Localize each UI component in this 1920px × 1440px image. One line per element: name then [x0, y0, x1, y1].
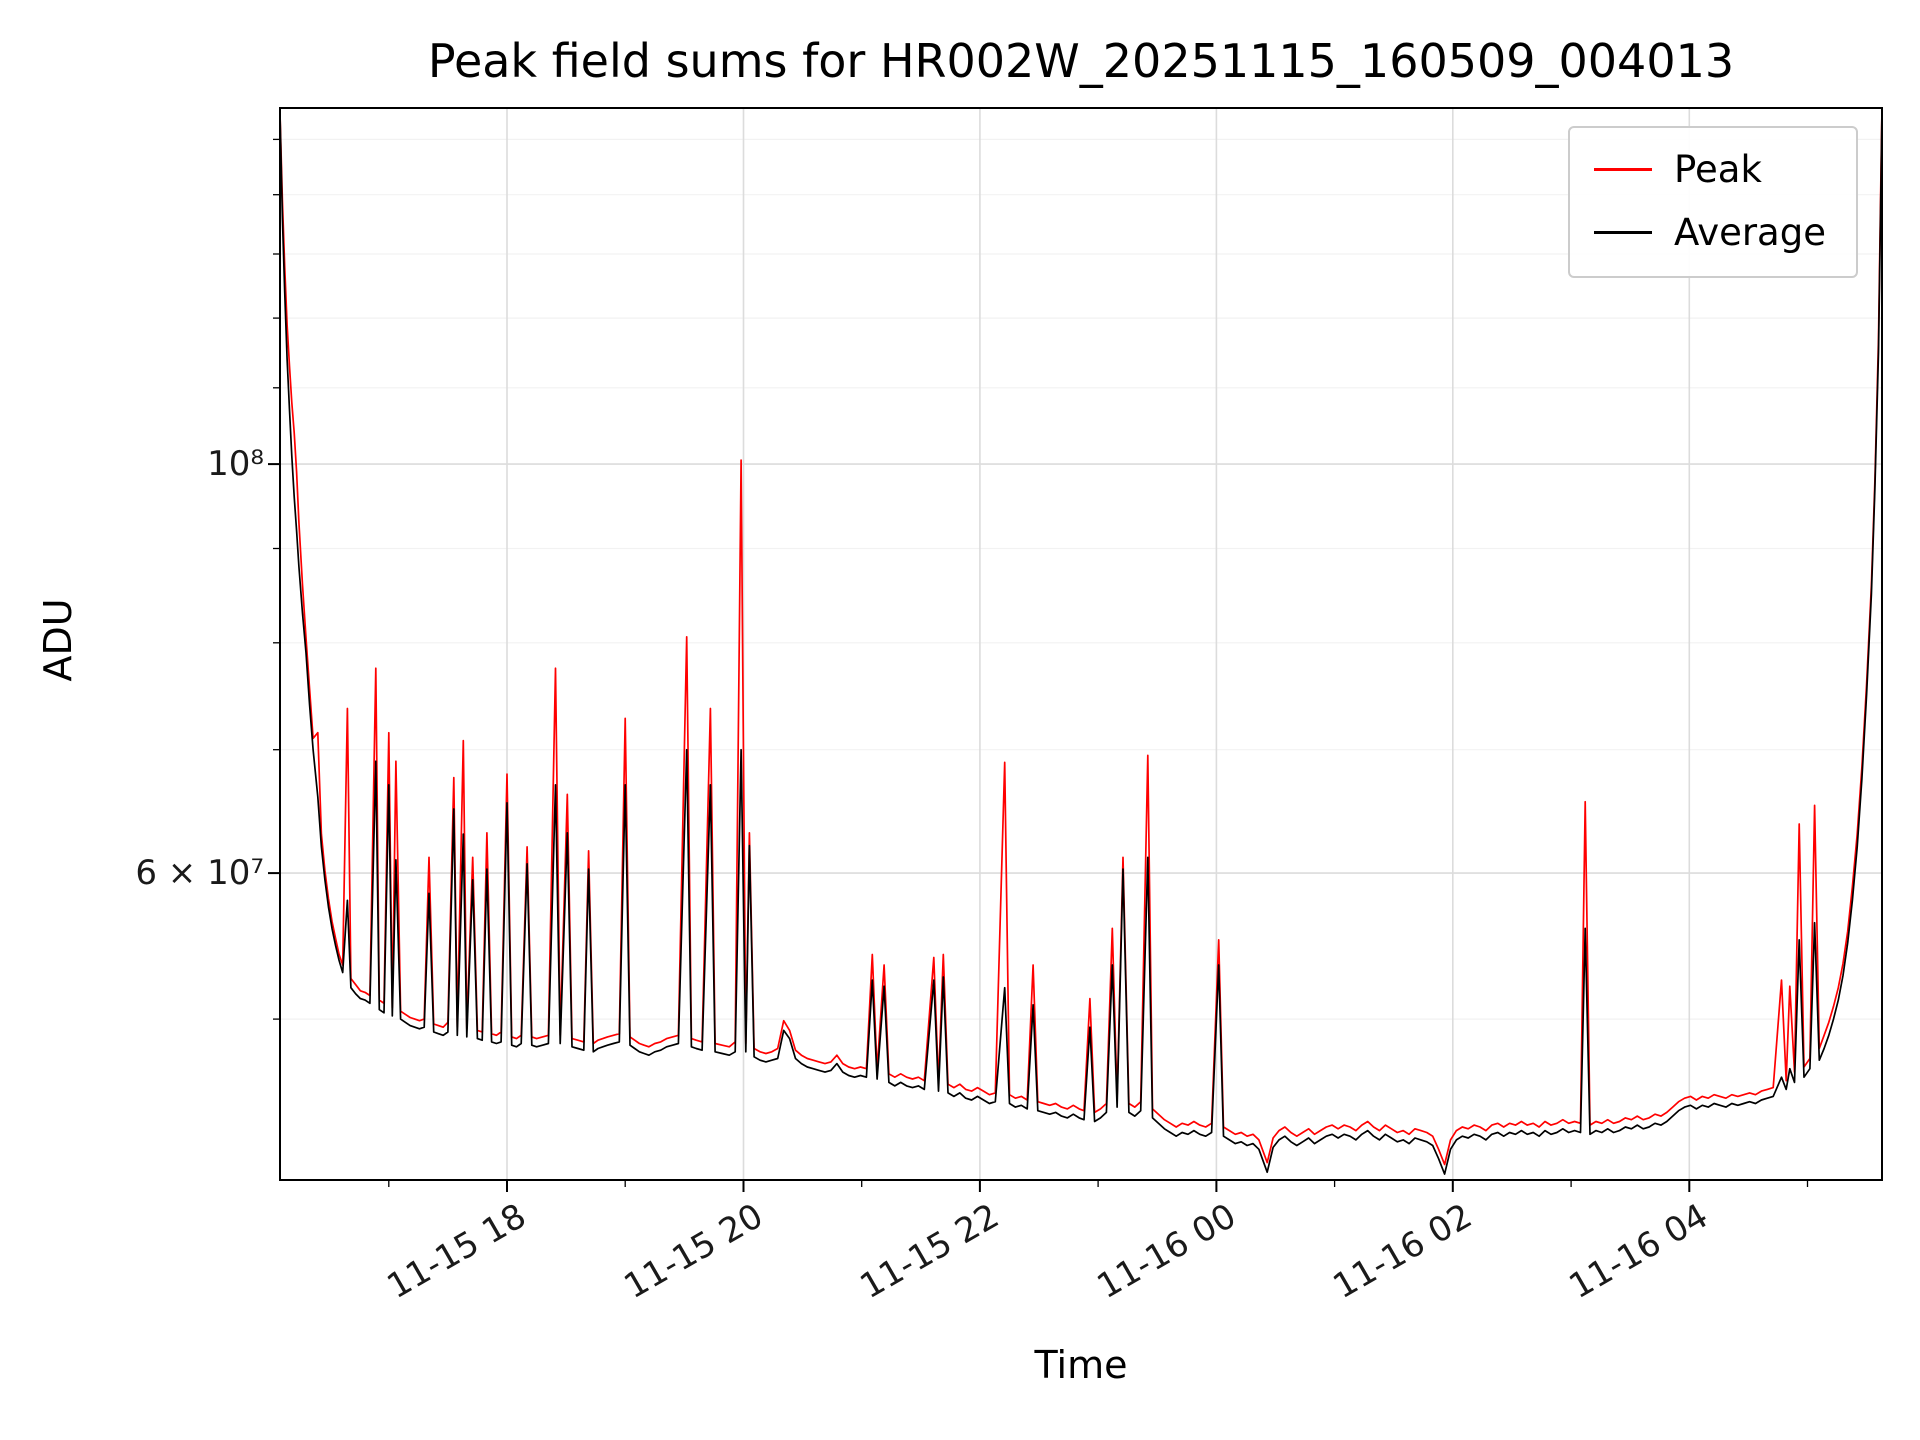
- x-axis-label: Time: [1034, 1343, 1128, 1387]
- legend-entry-average: Average: [1594, 211, 1826, 254]
- legend-label-peak: Peak: [1674, 148, 1762, 191]
- peak-line: [280, 108, 1882, 1166]
- chart-title: Peak field sums for HR002W_20251115_1605…: [427, 34, 1735, 88]
- average-line: [280, 108, 1882, 1175]
- y-tick-label: 6 × 10⁷: [135, 853, 264, 894]
- axes-spine: [279, 107, 1883, 1181]
- peak-line-swatch: [1594, 168, 1653, 171]
- legend-label-average: Average: [1674, 211, 1826, 254]
- y-tick-label: 10⁸: [207, 444, 264, 485]
- legend-entry-peak: Peak: [1594, 148, 1826, 191]
- legend: Peak Average: [1568, 126, 1858, 278]
- average-line-swatch: [1594, 231, 1653, 234]
